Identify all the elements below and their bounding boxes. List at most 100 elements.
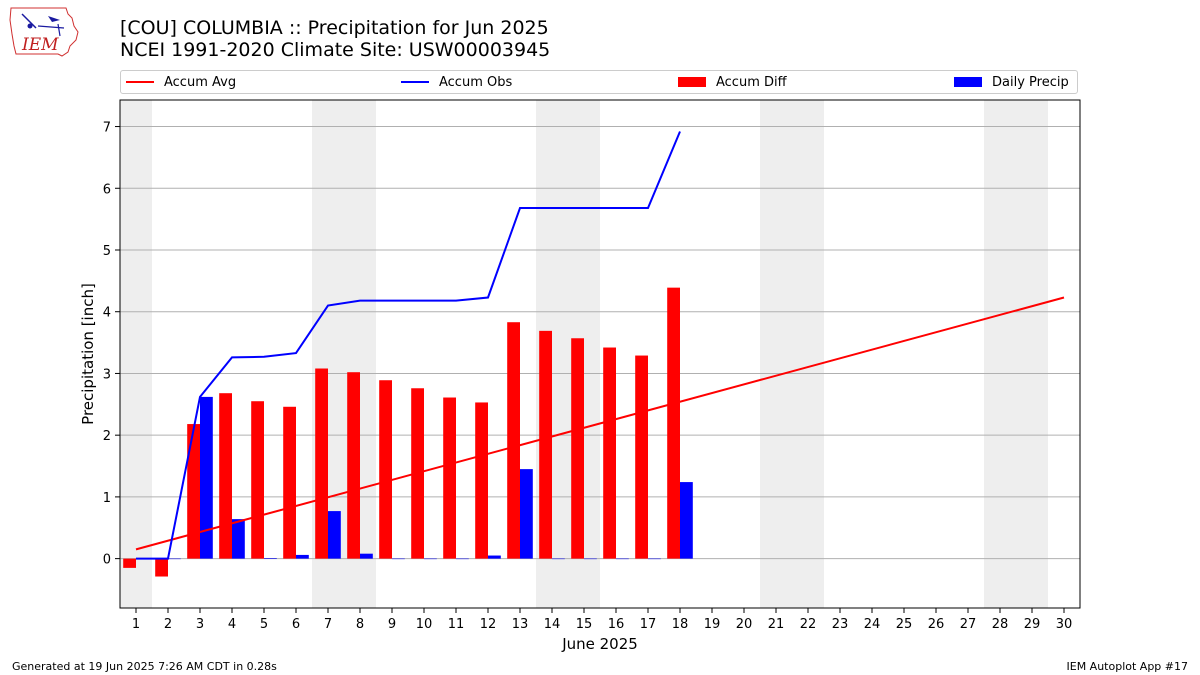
legend-swatch-accum-avg [126, 81, 154, 83]
daily-precip-bar [328, 511, 341, 559]
accum-obs-line [136, 131, 681, 560]
x-tick-label: 4 [228, 617, 236, 632]
y-tick-label: 0 [103, 553, 111, 568]
logo-text: IEM [21, 35, 59, 55]
x-tick-label: 14 [544, 617, 561, 632]
daily-precip-bar [520, 469, 533, 559]
x-tick-label: 3 [196, 617, 204, 632]
y-tick-label: 5 [103, 244, 111, 259]
y-tick-label: 7 [103, 121, 111, 136]
accum-diff-bar [507, 322, 520, 559]
x-tick-label: 29 [1024, 617, 1041, 632]
legend-item-accum-obs: Accum Obs [401, 71, 512, 93]
daily-precip-bar [200, 396, 213, 559]
x-tick-label: 10 [416, 617, 433, 632]
app-credit: IEM Autoplot App #17 [1066, 660, 1189, 673]
accum-diff-bar [283, 406, 296, 559]
x-tick-label: 6 [292, 617, 300, 632]
x-axis-label: June 2025 [561, 635, 638, 653]
daily-precip-bar [392, 558, 405, 560]
x-tick-label: 11 [448, 617, 465, 632]
weekend-band [984, 100, 1048, 608]
y-tick-label: 1 [103, 491, 111, 506]
x-tick-label: 25 [896, 617, 913, 632]
x-tick-label: 27 [960, 617, 977, 632]
accum-diff-bar [443, 397, 456, 559]
y-tick-label: 4 [103, 306, 111, 321]
x-tick-label: 20 [736, 617, 753, 632]
x-tick-label: 8 [356, 617, 364, 632]
weekend-band [760, 100, 824, 608]
daily-precip-bar [424, 558, 437, 560]
x-tick-label: 24 [864, 617, 881, 632]
x-tick-label: 22 [800, 617, 817, 632]
legend-label: Daily Precip [992, 74, 1069, 90]
daily-precip-bar [360, 553, 373, 559]
legend-item-accum-avg: Accum Avg [126, 71, 236, 93]
daily-precip-bar [264, 558, 277, 559]
x-tick-label: 7 [324, 617, 332, 632]
y-axis-label: Precipitation [inch] [79, 283, 97, 425]
daily-precip-bar [552, 558, 565, 560]
x-tick-label: 26 [928, 617, 945, 632]
accum-diff-bar [571, 338, 584, 559]
legend-swatch-accum-obs [401, 81, 429, 83]
legend-swatch-daily-precip [954, 77, 982, 87]
x-tick-label: 15 [576, 617, 593, 632]
legend-label: Accum Avg [164, 74, 237, 90]
accum-diff-bar [603, 347, 616, 559]
accum-diff-bar [347, 372, 360, 559]
x-tick-label: 9 [388, 617, 396, 632]
daily-precip-bar [296, 554, 309, 559]
x-tick-label: 23 [832, 617, 849, 632]
daily-precip-bar [456, 558, 469, 560]
x-tick-label: 1 [132, 617, 140, 632]
x-tick-label: 13 [512, 617, 529, 632]
accum-diff-bar [219, 393, 232, 559]
x-tick-label: 12 [480, 617, 497, 632]
daily-precip-bar [616, 558, 629, 560]
accum-diff-bar [475, 402, 488, 559]
accum-diff-bar [379, 380, 392, 559]
legend-swatch-accum-diff [678, 77, 706, 87]
chart-legend: Accum Avg Accum Obs Accum Diff Daily Pre… [120, 70, 1078, 94]
generated-timestamp: Generated at 19 Jun 2025 7:26 AM CDT in … [12, 660, 277, 673]
daily-precip-bar [232, 519, 245, 559]
daily-precip-bar [680, 482, 693, 559]
x-tick-label: 21 [768, 617, 785, 632]
accum-diff-bar [187, 424, 200, 559]
accum-diff-bar [123, 558, 136, 568]
legend-item-accum-diff: Accum Diff [678, 71, 787, 93]
accum-diff-bar [635, 355, 648, 559]
accum-diff-bar [667, 287, 680, 559]
daily-precip-bar [168, 558, 181, 560]
plot-frame [119, 99, 1081, 609]
chart-subtitle: NCEI 1991-2020 Climate Site: USW00003945 [120, 39, 551, 61]
y-tick-label: 2 [103, 429, 111, 444]
x-tick-label: 16 [608, 617, 625, 632]
y-tick-label: 3 [103, 367, 111, 382]
daily-precip-bar [488, 555, 501, 559]
x-tick-label: 30 [1056, 617, 1073, 632]
legend-item-daily-precip: Daily Precip [954, 71, 1069, 93]
weekend-band [120, 100, 152, 608]
legend-label: Accum Diff [716, 74, 787, 90]
accum-diff-bar [539, 330, 552, 559]
x-tick-label: 28 [992, 617, 1009, 632]
x-tick-label: 18 [672, 617, 689, 632]
accum-diff-bar [315, 368, 328, 559]
chart-title: [COU] COLUMBIA :: Precipitation for Jun … [120, 17, 549, 39]
accum-diff-bar [155, 558, 168, 577]
daily-precip-bar [584, 558, 597, 560]
legend-label: Accum Obs [439, 74, 513, 90]
accum-diff-bar [251, 401, 264, 559]
daily-precip-bar [648, 558, 661, 560]
y-tick-label: 6 [103, 182, 111, 197]
x-tick-label: 5 [260, 617, 268, 632]
x-tick-label: 19 [704, 617, 721, 632]
accum-avg-line [135, 296, 1065, 551]
iem-logo: IEM [8, 6, 80, 60]
x-tick-label: 17 [640, 617, 657, 632]
x-tick-label: 2 [164, 617, 172, 632]
